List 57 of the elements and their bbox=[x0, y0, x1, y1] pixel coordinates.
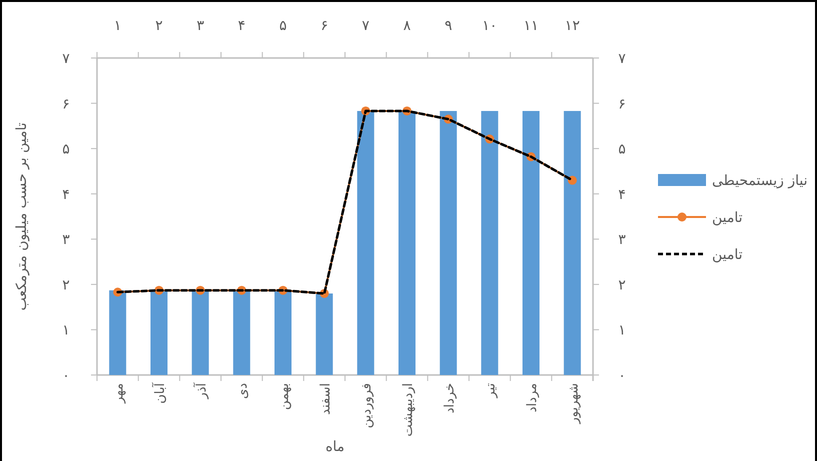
bar bbox=[522, 110, 540, 375]
bar bbox=[440, 110, 457, 375]
y-tick-label: ۲ bbox=[62, 277, 70, 294]
bar bbox=[357, 110, 374, 375]
y-tick-label: ۳ bbox=[62, 232, 70, 248]
y-axis-title: تامین بر حسب میلیون مترمکعب bbox=[14, 122, 30, 311]
x2-tick-label: ۲ bbox=[155, 18, 163, 34]
bar bbox=[398, 110, 416, 375]
y-tick-label: ۰ bbox=[62, 368, 70, 384]
x-tick-label: اسفند bbox=[318, 383, 334, 415]
bar bbox=[316, 293, 333, 375]
x2-tick-label: ۳ bbox=[196, 18, 205, 34]
bar bbox=[274, 290, 292, 375]
y-tick-label: ۷ bbox=[62, 51, 70, 67]
x2-tick-label: ۸ bbox=[403, 18, 412, 34]
y2-tick-label: ۴ bbox=[618, 186, 626, 203]
x2-tick-label: ۶ bbox=[320, 18, 328, 34]
y2-tick-label: ۳ bbox=[618, 232, 626, 248]
x2-tick-label: ۱۲ bbox=[564, 18, 580, 34]
y-tick-label: ۴ bbox=[62, 186, 70, 203]
x2-tick-label: ۱۰ bbox=[482, 18, 498, 34]
x-tick-label: مهر bbox=[112, 383, 127, 404]
legend-label: نیاز زیستمحیطی bbox=[712, 173, 808, 189]
x2-tick-label: ۷ bbox=[362, 18, 370, 34]
bar bbox=[564, 110, 581, 375]
bar bbox=[192, 290, 209, 375]
bar bbox=[233, 290, 250, 375]
x-tick-label: اردیبهشت bbox=[401, 383, 416, 437]
y2-tick-label: ۶ bbox=[618, 96, 626, 112]
y2-tick-label: ۰ bbox=[618, 368, 626, 384]
y2-tick-label: ۲ bbox=[618, 277, 626, 294]
legend-label: تامین bbox=[712, 210, 743, 226]
x2-tick-label: ۴ bbox=[238, 18, 246, 34]
x-tick-label: دی bbox=[236, 382, 251, 399]
x-axis-title: ماه bbox=[325, 439, 345, 455]
x2-tick-label: ۵ bbox=[279, 18, 287, 34]
legend-label: تامین bbox=[712, 247, 743, 263]
y-tick-label: ۱ bbox=[62, 322, 70, 339]
bar bbox=[150, 290, 168, 375]
x-tick-label: مرداد bbox=[525, 383, 540, 412]
y-tick-label: ۶ bbox=[62, 96, 70, 112]
x2-tick-label: ۱ bbox=[114, 18, 122, 34]
x-tick-label: فروردین bbox=[360, 383, 375, 428]
x-tick-label: شهریور bbox=[566, 383, 582, 425]
y2-tick-label: ۷ bbox=[618, 51, 626, 67]
y2-tick-label: ۱ bbox=[618, 322, 626, 339]
x2-tick-label: ۹ bbox=[444, 18, 452, 34]
y-tick-label: ۵ bbox=[62, 142, 70, 158]
y2-tick-label: ۵ bbox=[618, 142, 626, 158]
x-tick-label: آذر bbox=[192, 382, 210, 400]
bar bbox=[109, 290, 126, 375]
x-tick-label: آبان bbox=[151, 382, 168, 404]
x-tick-label: تیر bbox=[484, 382, 499, 399]
bar bbox=[481, 110, 498, 375]
x2-tick-label: ۱۱ bbox=[523, 18, 539, 34]
x-tick-label: خرداد bbox=[442, 383, 458, 414]
x-tick-label: بهمن bbox=[277, 383, 292, 410]
